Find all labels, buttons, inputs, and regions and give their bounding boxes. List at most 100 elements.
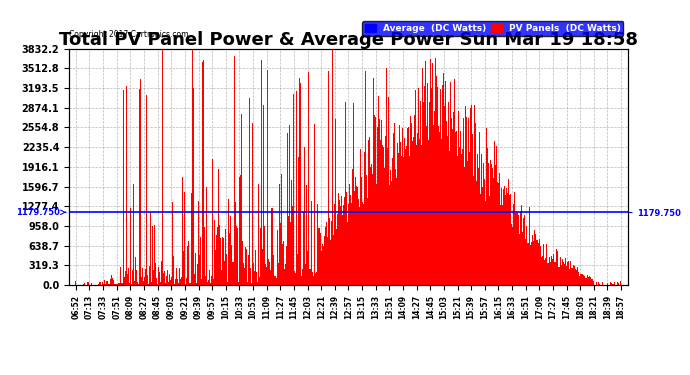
Bar	[534, 230, 535, 285]
Bar	[305, 252, 306, 285]
Bar	[431, 88, 432, 285]
Bar	[111, 275, 112, 285]
Bar	[395, 155, 396, 285]
Bar	[486, 128, 487, 285]
Bar	[437, 87, 438, 285]
Bar	[393, 161, 394, 285]
Bar	[583, 276, 584, 285]
Bar	[502, 206, 503, 285]
Bar	[429, 102, 430, 285]
Bar	[186, 278, 187, 285]
Title: Total PV Panel Power & Average Power Sun Mar 19 18:58: Total PV Panel Power & Average Power Sun…	[59, 31, 638, 49]
Bar	[155, 263, 156, 285]
Bar	[254, 271, 255, 285]
Bar	[219, 225, 220, 285]
Bar	[232, 282, 233, 285]
Bar	[566, 267, 568, 285]
Bar	[424, 86, 425, 285]
Bar	[79, 284, 80, 285]
Bar	[255, 250, 256, 285]
Bar	[414, 115, 415, 285]
Bar	[264, 271, 265, 285]
Bar	[360, 149, 361, 285]
Bar	[415, 90, 416, 285]
Bar	[512, 227, 513, 285]
Bar	[256, 272, 257, 285]
Bar	[550, 258, 551, 285]
Bar	[528, 243, 529, 285]
Bar	[406, 146, 407, 285]
Bar	[134, 281, 135, 285]
Bar	[193, 268, 195, 285]
Bar	[384, 93, 385, 285]
Bar	[479, 147, 480, 285]
Bar	[262, 249, 263, 285]
Bar	[114, 276, 115, 285]
Bar	[297, 254, 298, 285]
Bar	[268, 254, 269, 285]
Bar	[181, 277, 182, 285]
Bar	[252, 233, 253, 285]
Bar	[178, 283, 179, 285]
Bar	[75, 281, 76, 285]
Bar	[198, 201, 199, 285]
Bar	[398, 153, 399, 285]
Bar	[543, 244, 544, 285]
Bar	[450, 82, 451, 285]
Bar	[457, 122, 458, 285]
Bar	[401, 156, 402, 285]
Bar	[300, 83, 301, 285]
Bar	[399, 125, 400, 285]
Bar	[474, 105, 475, 285]
Bar	[593, 282, 594, 285]
Bar	[288, 216, 289, 285]
Bar	[171, 277, 172, 285]
Bar	[571, 267, 572, 285]
Bar	[269, 261, 270, 285]
Bar	[495, 165, 496, 285]
Bar	[213, 279, 214, 285]
Bar	[449, 151, 450, 285]
Bar	[287, 133, 288, 285]
Bar	[539, 238, 540, 285]
Bar	[521, 206, 522, 285]
Bar	[259, 273, 260, 285]
Bar	[131, 284, 132, 285]
Bar	[535, 234, 536, 285]
Bar	[465, 106, 466, 285]
Bar	[322, 232, 323, 285]
Bar	[329, 218, 330, 285]
Bar	[347, 222, 348, 285]
Bar	[497, 182, 498, 285]
Bar	[463, 118, 464, 285]
Bar	[199, 216, 200, 285]
Bar	[286, 246, 287, 285]
Bar	[575, 274, 576, 285]
Bar	[579, 276, 580, 285]
Bar	[139, 103, 140, 285]
Bar	[157, 284, 158, 285]
Text: Copyright 2017 Cartronics.com: Copyright 2017 Cartronics.com	[69, 30, 188, 39]
Bar	[253, 209, 255, 285]
Bar	[307, 251, 308, 285]
Bar	[349, 184, 350, 285]
Bar	[110, 279, 111, 285]
Bar	[536, 240, 537, 285]
Bar	[165, 283, 166, 285]
Bar	[385, 136, 386, 285]
Bar	[316, 205, 317, 285]
Bar	[215, 250, 216, 285]
Bar	[112, 278, 113, 285]
Bar	[315, 273, 316, 285]
Bar	[145, 269, 146, 285]
Bar	[504, 186, 506, 285]
Bar	[612, 284, 613, 285]
Bar	[211, 276, 212, 285]
Bar	[352, 169, 353, 285]
Bar	[466, 117, 467, 285]
Bar	[475, 123, 476, 285]
Bar	[464, 166, 465, 285]
Bar	[129, 282, 130, 285]
Bar	[376, 151, 377, 285]
Bar	[557, 264, 558, 285]
